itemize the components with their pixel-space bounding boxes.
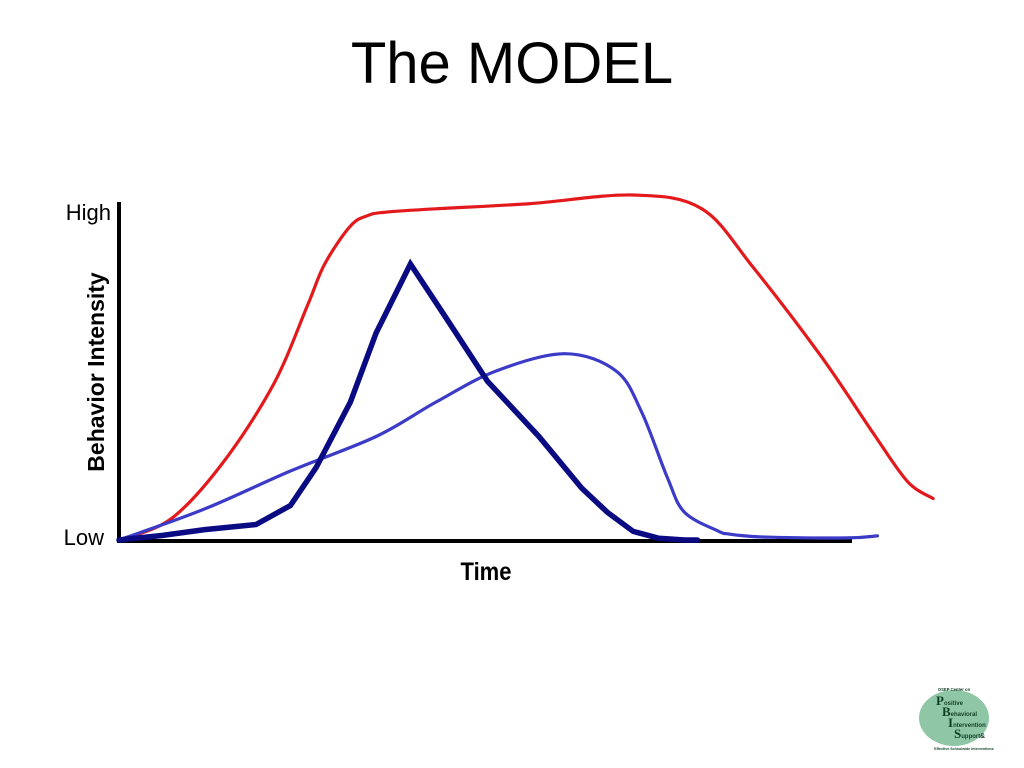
logo-word-3: Intervention [948,715,986,730]
logo-tagline: Effective Schoolwide Interventions [934,747,994,751]
series-line-3 [116,258,701,543]
pbis-logo: OSEP Center on PositiveBehavioralInterve… [919,687,994,751]
logo-circle-icon [919,690,989,746]
logo-ampersand: & [980,733,985,740]
y-tick-label-low: Low [64,525,104,550]
logo-word-2: Behavioral [942,704,977,719]
page-title: The MODEL [350,31,674,96]
x-axis-label: Time [461,558,512,586]
logo-header: OSEP Center on [938,687,971,692]
series-layer [116,193,935,543]
y-axis-label: Behavior Intensity [83,272,109,472]
y-tick-label-high: High [66,200,111,225]
logo-word-1: Positive [936,693,964,708]
logo-word-4: Support [954,726,980,741]
series-line-1 [117,193,935,542]
